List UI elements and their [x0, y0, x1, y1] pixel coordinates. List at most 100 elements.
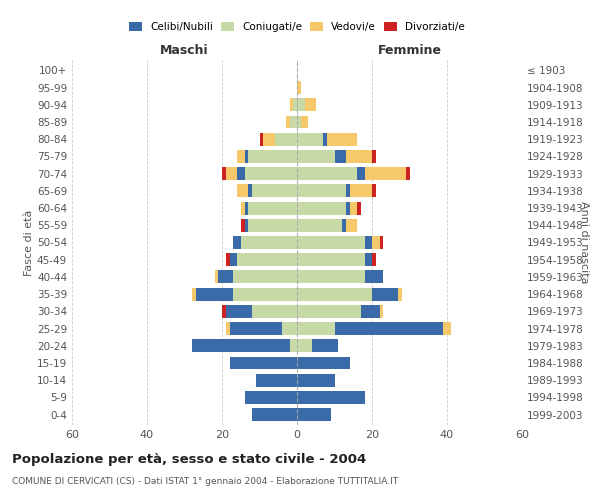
- Bar: [342, 219, 346, 232]
- Bar: [297, 81, 301, 94]
- Bar: [380, 305, 383, 318]
- Bar: [222, 305, 226, 318]
- Bar: [245, 391, 297, 404]
- Bar: [218, 270, 233, 283]
- Bar: [241, 219, 245, 232]
- Bar: [226, 254, 229, 266]
- Bar: [357, 202, 361, 214]
- Bar: [346, 184, 349, 198]
- Bar: [361, 305, 380, 318]
- Bar: [443, 322, 451, 335]
- Bar: [380, 236, 383, 249]
- Bar: [245, 167, 297, 180]
- Bar: [327, 132, 357, 145]
- Bar: [297, 305, 361, 318]
- Bar: [365, 167, 406, 180]
- Bar: [297, 340, 312, 352]
- Bar: [365, 236, 372, 249]
- Bar: [245, 202, 248, 214]
- Bar: [248, 150, 297, 163]
- Bar: [297, 391, 365, 404]
- Bar: [192, 288, 196, 300]
- Bar: [297, 288, 372, 300]
- Bar: [297, 116, 301, 128]
- Bar: [192, 340, 290, 352]
- Bar: [372, 150, 376, 163]
- Bar: [233, 270, 297, 283]
- Bar: [290, 340, 297, 352]
- Y-axis label: Anni di nascita: Anni di nascita: [579, 201, 589, 284]
- Bar: [241, 236, 297, 249]
- Bar: [335, 150, 346, 163]
- Bar: [398, 288, 402, 300]
- Bar: [275, 132, 297, 145]
- Bar: [252, 408, 297, 421]
- Bar: [297, 150, 335, 163]
- Bar: [297, 132, 323, 145]
- Bar: [372, 236, 380, 249]
- Bar: [263, 132, 275, 145]
- Bar: [237, 184, 248, 198]
- Bar: [241, 202, 245, 214]
- Bar: [252, 184, 297, 198]
- Bar: [256, 374, 297, 386]
- Bar: [196, 288, 233, 300]
- Bar: [406, 167, 409, 180]
- Bar: [297, 202, 346, 214]
- Bar: [290, 98, 293, 111]
- Bar: [297, 184, 346, 198]
- Bar: [346, 150, 372, 163]
- Bar: [233, 288, 297, 300]
- Bar: [312, 340, 338, 352]
- Bar: [290, 116, 297, 128]
- Bar: [229, 254, 237, 266]
- Bar: [248, 202, 297, 214]
- Bar: [297, 356, 349, 370]
- Bar: [346, 202, 349, 214]
- Bar: [297, 322, 335, 335]
- Bar: [215, 270, 218, 283]
- Legend: Celibi/Nubili, Coniugati/e, Vedovi/e, Divorziati/e: Celibi/Nubili, Coniugati/e, Vedovi/e, Di…: [125, 18, 469, 36]
- Bar: [229, 322, 282, 335]
- Bar: [372, 184, 376, 198]
- Bar: [248, 184, 252, 198]
- Bar: [229, 356, 297, 370]
- Bar: [297, 374, 335, 386]
- Y-axis label: Fasce di età: Fasce di età: [24, 210, 34, 276]
- Bar: [245, 150, 248, 163]
- Bar: [297, 408, 331, 421]
- Bar: [226, 305, 252, 318]
- Bar: [252, 305, 297, 318]
- Bar: [297, 167, 357, 180]
- Text: Maschi: Maschi: [160, 44, 209, 57]
- Bar: [297, 98, 305, 111]
- Text: Femmine: Femmine: [377, 44, 442, 57]
- Bar: [365, 254, 372, 266]
- Bar: [305, 98, 316, 111]
- Text: Popolazione per età, sesso e stato civile - 2004: Popolazione per età, sesso e stato civil…: [12, 452, 366, 466]
- Bar: [357, 167, 365, 180]
- Bar: [248, 219, 297, 232]
- Bar: [335, 322, 443, 335]
- Bar: [260, 132, 263, 145]
- Bar: [237, 150, 245, 163]
- Bar: [365, 270, 383, 283]
- Bar: [323, 132, 327, 145]
- Bar: [297, 219, 342, 232]
- Bar: [226, 322, 229, 335]
- Bar: [237, 254, 297, 266]
- Bar: [297, 270, 365, 283]
- Bar: [286, 116, 290, 128]
- Bar: [297, 236, 365, 249]
- Text: COMUNE DI CERVICATI (CS) - Dati ISTAT 1° gennaio 2004 - Elaborazione TUTTITALIA.: COMUNE DI CERVICATI (CS) - Dati ISTAT 1°…: [12, 478, 398, 486]
- Bar: [346, 219, 357, 232]
- Bar: [226, 167, 237, 180]
- Bar: [372, 254, 376, 266]
- Bar: [222, 167, 226, 180]
- Bar: [372, 288, 398, 300]
- Bar: [245, 219, 248, 232]
- Bar: [349, 184, 372, 198]
- Bar: [293, 98, 297, 111]
- Bar: [297, 254, 365, 266]
- Bar: [349, 202, 357, 214]
